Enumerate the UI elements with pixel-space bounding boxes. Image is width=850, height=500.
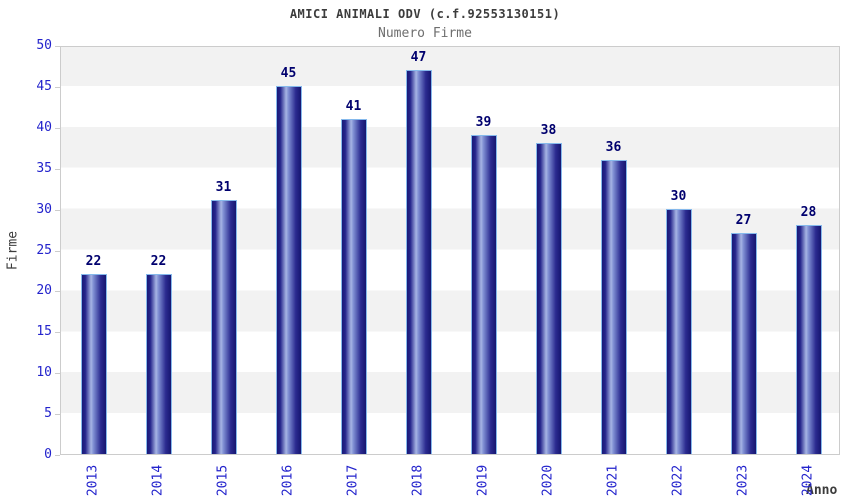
y-tickmark [55,291,60,293]
bar-value-label: 41 [345,99,362,114]
bar-value-label: 38 [540,123,557,138]
y-tickmark [55,46,60,47]
x-tick-label: 2024 [800,464,815,497]
bar-value-label: 31 [215,180,232,195]
bar [340,119,367,454]
x-tick-label: 2019 [475,464,490,497]
y-tickmark [55,127,60,129]
y-tick-label: 45 [36,78,52,94]
bar-value-label: 39 [475,115,492,130]
y-tickmark [55,86,60,88]
x-tick-label: 2020 [540,464,555,497]
bar-value-label: 45 [280,66,297,81]
bar [665,209,692,454]
x-tick-label: 2015 [215,464,230,497]
x-tick-label: 2021 [605,464,620,497]
bar [470,135,497,454]
y-tick-label: 0 [44,447,52,462]
y-tickmark [55,414,60,416]
x-tick-label: 2018 [410,464,425,497]
bar [405,70,432,454]
y-tick-label: 35 [36,160,52,176]
y-tickmark [55,332,60,334]
bar [275,86,302,454]
y-tickmark [55,373,60,375]
bar-value-label: 36 [605,140,622,155]
x-axis-title: Anno [806,483,838,498]
x-tick-label: 2014 [150,464,165,497]
bar [535,143,562,454]
bar-value-label: 28 [800,205,817,220]
bar-value-label: 27 [735,213,752,228]
y-tick-label: 25 [36,242,52,258]
chart-title: AMICI ANIMALI ODV (c.f.92553130151) [289,7,561,21]
y-tickmark [55,168,60,170]
y-tick-label: 20 [36,283,52,299]
x-tick-label: 2017 [345,464,360,497]
y-tick-label: 40 [36,119,52,135]
bar [80,274,107,454]
x-tick-label: 2023 [735,464,750,497]
bar-value-label: 22 [150,254,167,269]
y-tickmark [55,250,60,252]
y-tickmark [55,455,60,456]
bar-value-label: 22 [85,254,102,269]
bar-value-label: 47 [410,50,427,65]
y-tick-label: 5 [44,406,52,422]
y-tick-label: 30 [36,201,52,217]
x-tick-label: 2016 [280,464,295,497]
bar [145,274,172,454]
plot-area: 22 22 31 45 41 47 39 38 36 30 27 28 [60,46,840,455]
y-tick-label: 15 [36,324,52,340]
bar [730,233,757,454]
bar [210,200,237,454]
bar-value-label: 30 [670,189,687,204]
x-tick-label: 2022 [670,464,685,497]
bar [600,160,627,454]
y-tick-label: 50 [36,38,52,53]
y-tick-label: 10 [36,365,52,381]
x-tick-label: 2013 [85,464,100,497]
chart-subtitle: Numero Firme [378,26,472,41]
y-tickmark [55,209,60,211]
bar [795,225,822,454]
